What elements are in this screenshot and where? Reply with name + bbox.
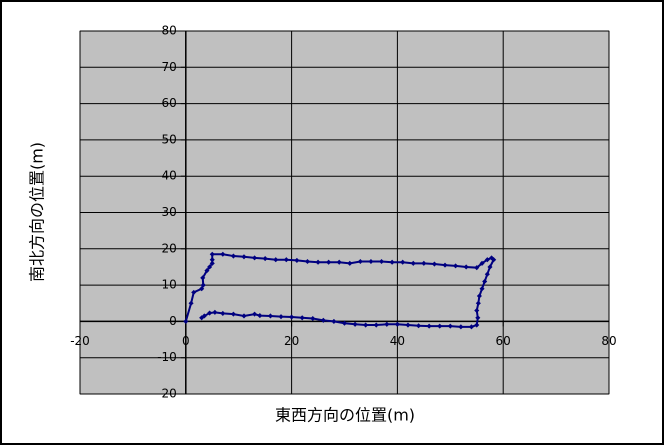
trace-marker <box>468 324 475 330</box>
y-tick-label: 40 <box>162 169 177 183</box>
y-tick-label: 70 <box>162 60 177 74</box>
trace-marker <box>262 256 268 262</box>
trace-marker <box>400 259 406 265</box>
trace-marker <box>368 258 374 265</box>
y-axis-title: 南北方向の位置(m) <box>28 142 47 282</box>
trace-marker <box>384 321 390 327</box>
trace-marker <box>405 322 411 328</box>
trace-marker <box>220 310 226 316</box>
trace-marker <box>299 315 305 321</box>
trace-marker <box>474 307 480 314</box>
x-tick-label: 80 <box>601 334 616 348</box>
trace-marker <box>341 320 348 326</box>
trace-marker <box>357 258 363 265</box>
trace-marker <box>209 260 215 266</box>
trace-marker <box>289 314 295 320</box>
y-tick-label: 20 <box>162 241 177 255</box>
trace-marker <box>183 318 189 324</box>
trace-marker <box>426 323 432 329</box>
y-tick-label: 60 <box>162 96 177 110</box>
trace-marker <box>437 323 443 329</box>
trace-marker <box>482 278 488 285</box>
trace-marker <box>209 257 215 263</box>
trace-marker <box>207 264 213 270</box>
trace-marker <box>320 317 326 323</box>
trace-marker <box>431 261 437 267</box>
trace-marker <box>421 260 427 266</box>
trace-marker <box>453 263 459 269</box>
trace-marker <box>463 264 469 270</box>
x-tick-label: -20 <box>70 334 90 348</box>
trace-marker <box>479 286 485 292</box>
trace-marker <box>199 286 205 292</box>
trace-marker <box>252 255 258 261</box>
trace-marker <box>257 313 263 319</box>
trace-marker <box>394 321 400 327</box>
trace-marker <box>378 258 385 265</box>
trace-marker <box>326 259 332 265</box>
trace-marker <box>204 268 210 274</box>
trace-marker <box>241 254 247 260</box>
y-tick-label: 30 <box>162 205 177 219</box>
trace-marker <box>416 323 422 329</box>
trace-marker <box>336 259 342 265</box>
trace-marker <box>410 260 416 266</box>
y-tick-label: 80 <box>162 24 177 38</box>
trace-marker <box>230 311 236 317</box>
x-tick-label: 20 <box>284 334 299 348</box>
trace-marker <box>304 258 311 265</box>
trace-marker <box>200 275 206 281</box>
trace-marker <box>191 289 197 295</box>
trace-marker <box>352 321 358 327</box>
trace-marker <box>200 282 206 288</box>
trace-marker <box>241 313 247 319</box>
trace-marker <box>212 309 218 315</box>
y-tick-label: -20 <box>157 387 177 401</box>
trace-marker <box>389 259 395 265</box>
trace-marker <box>331 318 337 324</box>
trace-marker <box>315 259 321 265</box>
y-tick-label: -10 <box>157 350 177 364</box>
trace-marker <box>487 264 493 270</box>
trace-marker <box>484 271 490 277</box>
x-axis-title: 東西方向の位置(m) <box>275 406 415 425</box>
trace-marker <box>475 315 481 321</box>
trace-marker <box>188 300 194 306</box>
trace-marker <box>458 324 464 330</box>
trace-marker <box>273 257 279 263</box>
trace-marker <box>476 293 482 299</box>
y-tick-label: 50 <box>162 132 177 146</box>
trace-marker <box>373 322 379 328</box>
trace-marker <box>474 265 480 271</box>
trace-marker <box>474 322 480 328</box>
trace-marker <box>220 251 226 257</box>
trace-marker <box>447 323 453 329</box>
trace-marker <box>479 260 485 266</box>
trace-marker <box>209 251 215 257</box>
trace-marker <box>310 315 316 322</box>
trace-marker <box>267 313 273 319</box>
trace-marker <box>491 257 497 263</box>
trace-marker <box>252 311 258 317</box>
trace-marker <box>442 262 448 268</box>
y-tick-label: 10 <box>162 278 177 292</box>
trace-marker <box>347 260 353 266</box>
trace-marker <box>475 300 481 306</box>
trace-marker <box>283 257 289 263</box>
trace-marker <box>278 314 284 320</box>
trace-marker <box>484 257 490 263</box>
trace-marker <box>294 257 300 263</box>
trace-marker <box>199 315 205 321</box>
x-tick-label: 40 <box>390 334 405 348</box>
x-tick-label: 60 <box>496 334 511 348</box>
trace-marker <box>363 322 369 328</box>
trace-marker <box>207 310 213 316</box>
